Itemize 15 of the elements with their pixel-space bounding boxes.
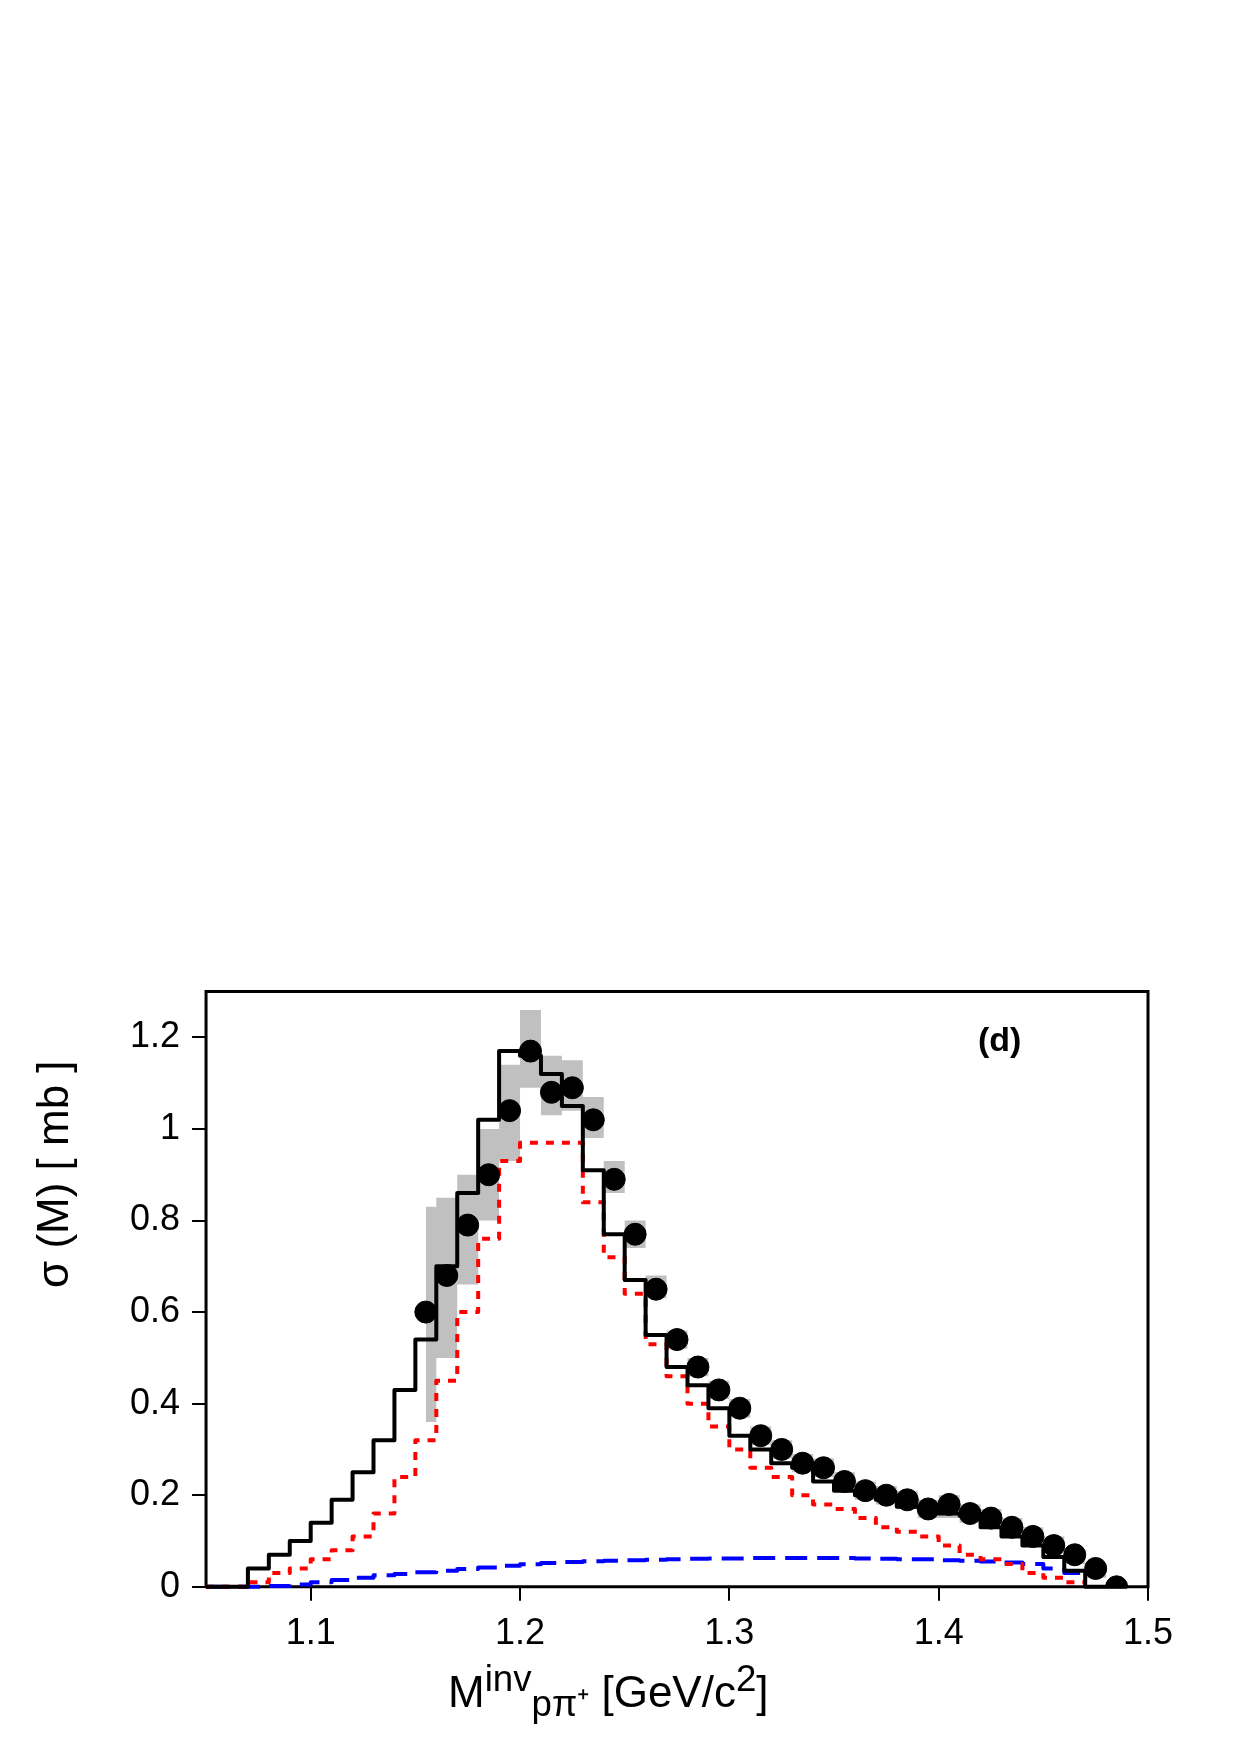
y-tick-label: 1 [160,1105,181,1147]
x-axis-title: M$^{inv}$$_{pπ⁺}$ [GeV/c$^{2}$] [448,1658,769,1727]
y-tick-label: 0 [160,1563,181,1605]
x-tick-label: 1.3 [704,1611,755,1653]
y-axis-title: σ (M) [ mb ] [28,1059,78,1288]
y-tick-label: 0.8 [130,1197,181,1239]
x-tick-label: 1.5 [1122,1611,1174,1653]
annotation: (d) [978,1020,1022,1059]
x-tick-label: 1.1 [285,1611,336,1653]
y-tick-label: 0.4 [130,1380,181,1422]
y-tick-label: 1.2 [130,1014,181,1056]
x-tick-label: 1.4 [913,1611,964,1653]
y-tick-label: 0.6 [130,1289,181,1331]
x-tick-label: 1.2 [495,1611,546,1653]
y-tick-label: 0.2 [130,1472,181,1514]
